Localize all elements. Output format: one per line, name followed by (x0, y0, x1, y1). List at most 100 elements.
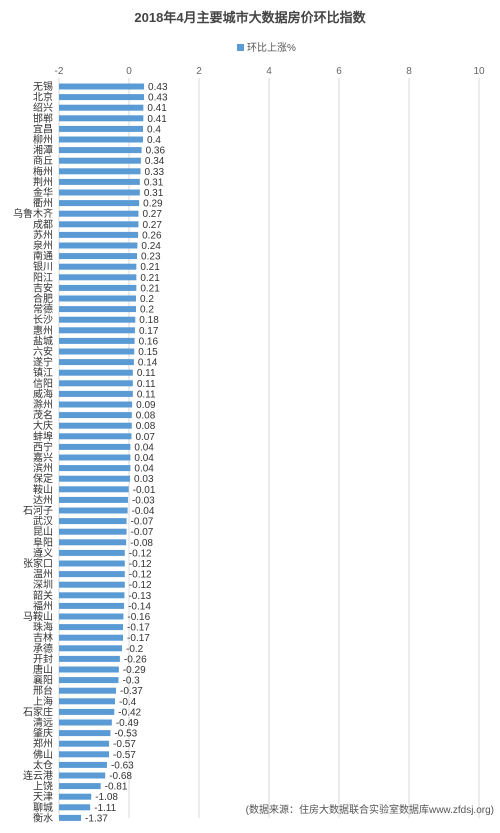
data-label: 0.21 (140, 273, 160, 284)
category-label: 惠州 (33, 324, 53, 337)
data-label: -0.17 (127, 633, 150, 644)
bar (59, 539, 127, 546)
category-label: 深圳 (33, 579, 53, 591)
bar (59, 507, 128, 514)
category-label: 成都 (33, 219, 53, 231)
data-label: -0.07 (131, 517, 154, 528)
data-label: 0.27 (142, 209, 162, 220)
category-label: 郑州 (33, 737, 53, 750)
bar (59, 306, 136, 313)
bar (59, 401, 133, 408)
category-label: 长沙 (33, 314, 53, 326)
category-label: 襄阳 (33, 674, 53, 687)
bar (59, 295, 136, 302)
data-label: -0.12 (129, 580, 152, 591)
bar (59, 475, 131, 482)
bar (59, 94, 145, 101)
category-label: 银川 (33, 260, 53, 273)
x-tick-label: 2 (196, 66, 202, 77)
bar (59, 496, 128, 503)
category-label: 吉安 (33, 281, 53, 294)
category-label: 遂宁 (33, 356, 53, 369)
category-label: 荆州 (33, 175, 53, 188)
data-label: 0.2 (140, 294, 154, 305)
bars (59, 83, 145, 821)
data-label: 0.11 (137, 379, 156, 390)
bar (59, 359, 134, 366)
data-label: 0.31 (144, 188, 164, 199)
bar (59, 804, 91, 811)
data-label: 0.41 (147, 103, 167, 114)
category-label: 滁州 (33, 398, 53, 411)
data-label: -0.57 (113, 750, 136, 761)
data-label: 0.17 (139, 326, 159, 337)
bar (59, 560, 125, 567)
category-label: 阳江 (33, 272, 53, 284)
data-label: -0.42 (118, 707, 141, 718)
category-label: 阜阳 (33, 536, 53, 549)
data-label: 0.34 (145, 156, 165, 167)
data-label: 0.4 (147, 135, 161, 146)
data-label: 0.08 (136, 421, 156, 432)
x-axis-ticks: -2 0 2 4 6 8 10 (55, 66, 485, 77)
data-label: 0.15 (138, 347, 158, 358)
category-label: 邢台 (33, 684, 53, 697)
category-label: 南通 (33, 250, 53, 263)
data-label: -0.16 (127, 612, 150, 623)
bar (59, 783, 101, 790)
data-label: -0.57 (113, 739, 136, 750)
data-label: 0.23 (141, 252, 161, 263)
data-label: 0.11 (137, 368, 156, 379)
category-label: 温州 (33, 569, 53, 581)
category-label: 绍兴 (33, 101, 53, 114)
bar (59, 390, 133, 397)
x-tick-label: 0 (126, 66, 132, 77)
data-label: -0.14 (128, 601, 151, 612)
bar (59, 592, 125, 599)
category-label: 金华 (33, 186, 53, 199)
data-label: 0.09 (136, 400, 156, 411)
data-label: 0.18 (139, 315, 159, 326)
category-label: 聊城 (33, 801, 53, 814)
bar (59, 147, 142, 154)
category-label: 昆山 (33, 526, 53, 538)
bar (59, 772, 106, 779)
bar (59, 380, 133, 387)
data-label: -0.53 (114, 729, 137, 740)
category-label: 泉州 (33, 239, 53, 252)
data-label: -0.12 (129, 548, 152, 559)
bar (59, 687, 117, 694)
data-label: -0.68 (109, 771, 132, 782)
data-label: 0.04 (134, 464, 154, 475)
data-label: 0.26 (142, 230, 162, 241)
data-label: -0.13 (128, 591, 151, 602)
category-label: 商丘 (33, 154, 53, 167)
data-label: 0.4 (147, 124, 161, 135)
bar (59, 337, 135, 344)
bar (59, 253, 138, 260)
bar (59, 698, 115, 705)
bar (59, 581, 125, 588)
bar (59, 443, 131, 450)
category-label: 天津 (33, 791, 53, 803)
category-label: 连云港 (23, 769, 53, 782)
bar (59, 814, 82, 821)
category-label: 嘉兴 (33, 451, 53, 464)
bar (59, 136, 143, 143)
bar (59, 528, 127, 535)
bar (59, 200, 140, 207)
data-label: -1.37 (85, 813, 108, 824)
category-label: 吉林 (33, 631, 53, 644)
category-label: 石家庄 (23, 705, 53, 718)
bar (59, 624, 124, 631)
source-note: (数据来源：住房大数据联合实验室数据库www.zfdsj.org) (246, 803, 494, 816)
data-label: -0.12 (129, 570, 152, 581)
category-label: 武汉 (33, 515, 53, 528)
data-label: -0.07 (131, 527, 154, 538)
bar (59, 231, 139, 238)
bar (59, 613, 124, 620)
data-label: 0.43 (148, 93, 168, 104)
category-label: 北京 (33, 91, 53, 104)
bar (59, 242, 138, 249)
